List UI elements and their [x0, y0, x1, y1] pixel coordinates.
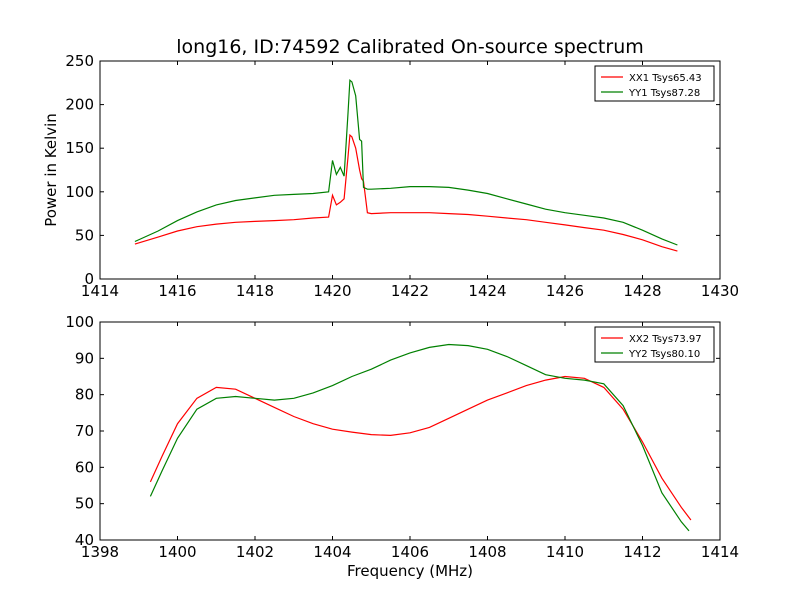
- bottom-plot: 1398 1400 1402 1404 1406 1408 1410 1412 1414 40 50…: [65, 313, 739, 580]
- legend-label: YY1 Tsys87.28: [628, 88, 700, 99]
- legend-box: [594, 65, 715, 102]
- y-tick-label: 90: [75, 349, 94, 367]
- y-tick-label: 80: [75, 386, 94, 404]
- legend-label: XX1 Tsys65.43: [629, 73, 702, 84]
- x-axis-label: Frequency (MHz): [347, 562, 473, 580]
- y-tick-label: 70: [75, 422, 94, 440]
- x-tick-label: 1404: [313, 543, 351, 561]
- chart-title: long16, ID:74592 Calibrated On-source sp…: [176, 36, 644, 58]
- x-tick-label: 1416: [158, 282, 196, 300]
- y-tick-label: 60: [75, 458, 94, 476]
- y-tick-label: 100: [65, 313, 94, 331]
- x-tick-label: 1414: [81, 282, 119, 300]
- x-tick-label: 1428: [623, 282, 661, 300]
- x-tick-label: 1418: [236, 282, 274, 300]
- y-axis-label: Power in Kelvin: [42, 113, 60, 227]
- x-tick-label: 1402: [236, 543, 274, 561]
- x-tick-label: 1408: [468, 543, 506, 561]
- y-tick-label: 50: [75, 495, 94, 513]
- y-tick-label: 150: [65, 139, 94, 157]
- x-tick-label: 1400: [158, 543, 196, 561]
- series-line-2-1: [149, 375, 692, 521]
- y-tick-label: 250: [65, 52, 94, 70]
- x-tick-label: 1420: [313, 282, 351, 300]
- y-tick-label: 0: [84, 270, 94, 288]
- x-tick-label: 1424: [468, 282, 506, 300]
- series-line-2-2: [149, 343, 690, 532]
- series-line-1-2: [134, 78, 678, 246]
- x-tick-label: 1398: [81, 543, 119, 561]
- y-tick-label: 40: [75, 531, 94, 549]
- x-tick-label: 1410: [546, 543, 584, 561]
- legend-box: [594, 326, 715, 363]
- x-tick-label: 1426: [546, 282, 584, 300]
- top-plot: 1414 1416 1418 1420 1422 1424 1426 1428 1430 0 50 1…: [42, 52, 739, 300]
- x-tick-label: 1414: [701, 543, 739, 561]
- y-tick-label: 50: [75, 226, 94, 244]
- y-tick-label: 100: [65, 183, 94, 201]
- series-line-1-1: [134, 133, 678, 252]
- x-tick-label: 1406: [391, 543, 429, 561]
- y-tick-label: 200: [65, 96, 94, 114]
- x-tick-label: 1412: [623, 543, 661, 561]
- legend-label: XX2 Tsys73.97: [629, 334, 702, 345]
- x-tick-label: 1422: [391, 282, 429, 300]
- legend-label: YY2 Tsys80.10: [628, 349, 700, 360]
- x-tick-label: 1430: [701, 282, 739, 300]
